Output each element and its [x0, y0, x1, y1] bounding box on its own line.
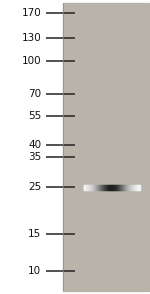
Bar: [63, 3, 148, 291]
Text: 170: 170: [21, 8, 41, 18]
Text: 100: 100: [22, 56, 41, 66]
Text: 10: 10: [28, 266, 41, 276]
Text: 130: 130: [21, 33, 41, 43]
Text: 40: 40: [28, 140, 41, 150]
Text: 55: 55: [28, 111, 41, 121]
Text: 35: 35: [28, 152, 41, 162]
Text: 25: 25: [28, 182, 41, 193]
Text: 70: 70: [28, 89, 41, 99]
Text: 15: 15: [28, 229, 41, 239]
Bar: [2, 3, 63, 291]
